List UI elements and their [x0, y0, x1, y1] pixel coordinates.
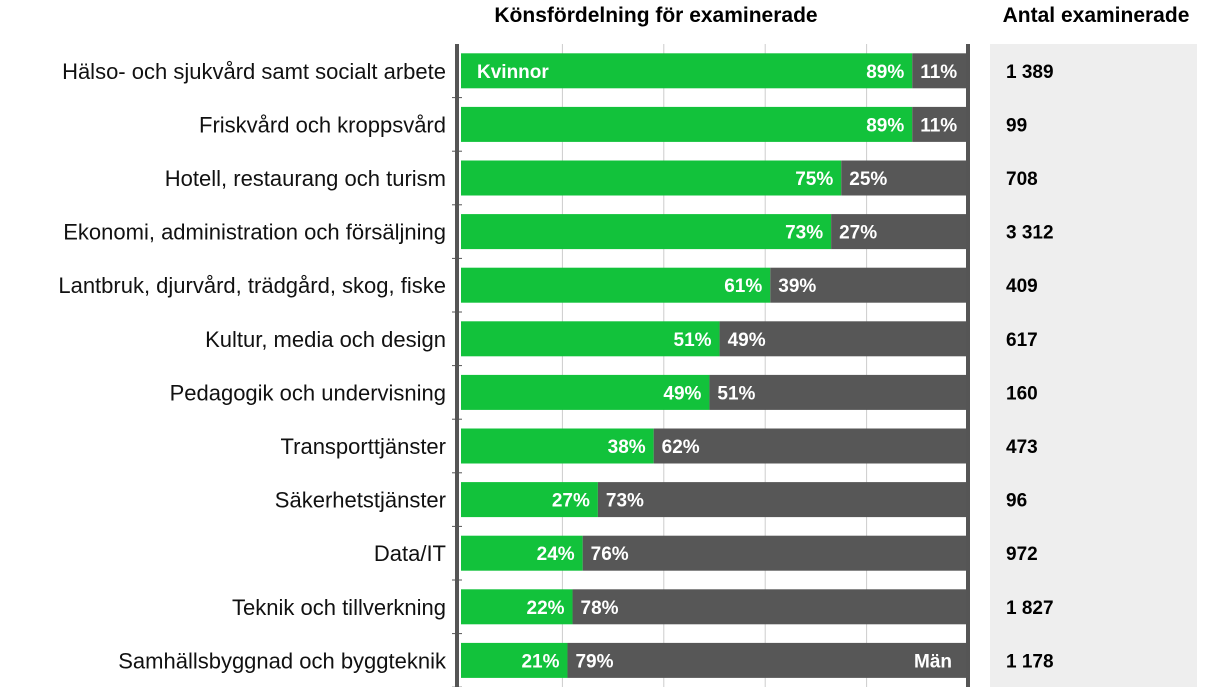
series-label-men: Män: [914, 651, 952, 672]
men-pct-label: 79%: [575, 651, 613, 672]
count-value: 1 827: [1006, 598, 1054, 619]
women-pct-label: 51%: [674, 330, 712, 351]
category-label: Pedagogik och undervisning: [170, 380, 446, 405]
men-pct-label: 25%: [849, 169, 887, 190]
counts: 1 389 99 708 3 312 409 617 160 473 96 972 1 827 1 1…: [1006, 62, 1054, 673]
count-value: 972: [1006, 544, 1038, 565]
women-pct-label: 49%: [663, 383, 701, 404]
count-value: 160: [1006, 383, 1038, 404]
men-pct-label: 76%: [591, 544, 629, 565]
category-label: Teknik och tillverkning: [232, 595, 446, 620]
bar-women: [461, 374, 710, 410]
bar-men: [597, 482, 968, 518]
bar-men: [912, 106, 968, 142]
bar-men: [567, 642, 968, 678]
women-pct-label: 89%: [866, 115, 904, 136]
bar-men: [770, 267, 968, 303]
category-label: Ekonomi, administration och försäljning: [63, 220, 446, 245]
category-label: Säkerhetstjänster: [275, 488, 446, 513]
bar-men: [653, 428, 968, 464]
category-label: Lantbruk, djurvård, trädgård, skog, fisk…: [58, 273, 446, 298]
chart-title: Könsfördelning för examinerade: [494, 4, 817, 27]
bar-women: [461, 106, 913, 142]
category-label: Friskvård och kroppsvård: [199, 112, 446, 137]
category-label: Hälso- och sjukvård samt socialt arbete: [62, 59, 446, 84]
count-value: 1 178: [1006, 651, 1054, 672]
bar-men: [831, 214, 968, 250]
bar-women: [461, 535, 583, 571]
women-pct-label: 73%: [785, 223, 823, 244]
women-pct-label: 38%: [608, 437, 646, 458]
women-pct-label: 75%: [795, 169, 833, 190]
bar-men: [709, 374, 968, 410]
category-labels: Hälso- och sjukvård samt socialt arbete F…: [58, 59, 447, 674]
bar-women: [461, 321, 720, 357]
category-label: Data/IT: [374, 541, 446, 566]
bar-women: [461, 642, 568, 678]
count-value: 3 312: [1006, 223, 1054, 244]
bars: 89% 11% 89% 11% 75% 25% 73% 27% 61% 39% 51% 49% 49% 5…: [461, 53, 968, 678]
bar-men: [841, 160, 968, 196]
bar-women: [461, 428, 654, 464]
count-value: 99: [1006, 115, 1027, 136]
women-pct-label: 27%: [552, 491, 590, 512]
women-pct-label: 22%: [527, 598, 565, 619]
bar-women: [461, 589, 573, 625]
category-label: Kultur, media och design: [205, 327, 446, 352]
women-pct-label: 89%: [866, 62, 904, 83]
count-value: 708: [1006, 169, 1038, 190]
count-header: Antal examinerade: [1003, 4, 1190, 27]
count-value: 96: [1006, 491, 1027, 512]
count-value: 617: [1006, 330, 1038, 351]
bar-women: [461, 214, 832, 250]
men-pct-label: 27%: [839, 223, 877, 244]
women-pct-label: 21%: [521, 651, 559, 672]
bar-men: [572, 589, 968, 625]
men-pct-label: 39%: [778, 276, 816, 297]
men-pct-label: 62%: [662, 437, 700, 458]
count-value: 1 389: [1006, 62, 1054, 83]
bar-men: [912, 53, 968, 89]
category-label: Hotell, restaurang och turism: [165, 166, 446, 191]
count-value: 409: [1006, 276, 1038, 297]
bar-women: [461, 482, 598, 518]
men-pct-label: 73%: [606, 491, 644, 512]
men-pct-label: 51%: [717, 383, 755, 404]
count-value: 473: [1006, 437, 1038, 458]
men-pct-label: 11%: [920, 62, 957, 83]
count-panel: [990, 44, 1197, 687]
men-pct-label: 11%: [920, 115, 957, 136]
women-pct-label: 24%: [537, 544, 575, 565]
men-pct-label: 49%: [728, 330, 766, 351]
bar-women: [461, 160, 842, 196]
bar-men: [719, 321, 968, 357]
category-label: Samhällsbyggnad och byggteknik: [118, 648, 447, 673]
series-label-women: Kvinnor: [477, 62, 549, 83]
bar-men: [582, 535, 968, 571]
category-label: Transporttjänster: [281, 434, 446, 459]
bar-women: [461, 267, 771, 303]
women-pct-label: 61%: [724, 276, 762, 297]
bar-women: [461, 53, 913, 89]
men-pct-label: 78%: [581, 598, 619, 619]
